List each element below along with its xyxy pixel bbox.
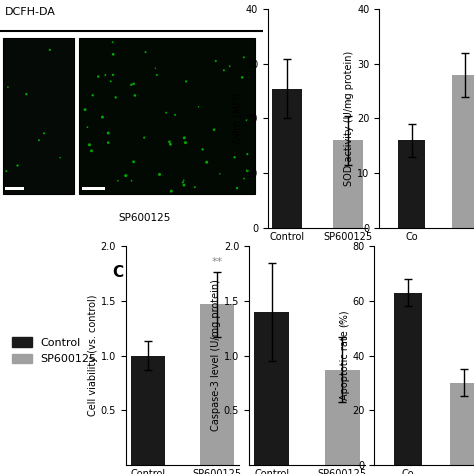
Point bbox=[94, 73, 102, 81]
Point bbox=[240, 54, 247, 61]
Point bbox=[99, 113, 106, 121]
Point bbox=[14, 162, 21, 169]
Point bbox=[240, 175, 248, 182]
Point bbox=[166, 138, 173, 146]
Text: *: * bbox=[339, 319, 345, 333]
Point bbox=[130, 158, 137, 165]
Bar bbox=[200, 304, 234, 465]
Point bbox=[243, 117, 250, 124]
Point bbox=[195, 103, 202, 110]
Y-axis label: Apoptotic rate (%): Apoptotic rate (%) bbox=[339, 310, 350, 401]
Point bbox=[114, 177, 122, 184]
Point bbox=[88, 147, 95, 155]
Y-axis label: Cell viability (vs. control): Cell viability (vs. control) bbox=[88, 295, 98, 416]
Point bbox=[89, 91, 97, 99]
Point bbox=[109, 51, 117, 58]
Point bbox=[226, 63, 234, 70]
Point bbox=[182, 78, 190, 85]
Bar bbox=[3, 38, 73, 194]
Point bbox=[163, 109, 170, 117]
Point bbox=[167, 187, 175, 195]
Bar bbox=[333, 140, 363, 228]
Y-axis label: SOD activity (U/mg protein): SOD activity (U/mg protein) bbox=[344, 51, 355, 186]
Point bbox=[128, 177, 135, 184]
Point bbox=[142, 48, 149, 56]
Point bbox=[128, 81, 135, 89]
Bar bbox=[82, 187, 105, 190]
Point bbox=[107, 78, 115, 85]
Point bbox=[244, 167, 251, 174]
Bar bbox=[273, 89, 302, 228]
Point bbox=[112, 94, 119, 101]
Bar bbox=[398, 140, 425, 228]
Y-axis label: ΔΨm (MFI): ΔΨm (MFI) bbox=[233, 93, 243, 144]
Point bbox=[216, 170, 224, 178]
Point bbox=[212, 57, 219, 65]
Text: **: ** bbox=[211, 257, 223, 267]
Point bbox=[101, 71, 109, 79]
Point bbox=[104, 129, 112, 137]
Point bbox=[199, 146, 206, 153]
Text: *: * bbox=[345, 96, 351, 109]
Bar bbox=[131, 356, 165, 465]
Point bbox=[153, 71, 161, 79]
Point bbox=[86, 141, 93, 148]
Y-axis label: Caspase-3 level (U/mg protein): Caspase-3 level (U/mg protein) bbox=[211, 280, 221, 431]
Point bbox=[231, 154, 238, 161]
Point bbox=[180, 182, 188, 189]
Point bbox=[83, 123, 91, 131]
Point bbox=[109, 38, 117, 46]
Point bbox=[179, 179, 187, 186]
Point bbox=[180, 176, 188, 184]
Point bbox=[220, 66, 228, 74]
Bar bbox=[394, 293, 422, 465]
Point bbox=[109, 71, 117, 79]
Bar bbox=[452, 75, 474, 228]
Point bbox=[4, 83, 12, 91]
Point bbox=[182, 139, 189, 146]
Point bbox=[191, 183, 199, 191]
Point bbox=[210, 126, 218, 134]
Point bbox=[140, 134, 148, 141]
Point bbox=[130, 80, 137, 88]
Point bbox=[40, 129, 48, 137]
Point bbox=[104, 139, 112, 146]
Point bbox=[156, 171, 164, 178]
Bar bbox=[254, 312, 289, 465]
Point bbox=[203, 158, 210, 166]
Point bbox=[167, 140, 174, 148]
Bar bbox=[450, 383, 474, 465]
Text: C: C bbox=[112, 265, 123, 281]
Legend: Control, SP600125: Control, SP600125 bbox=[11, 337, 97, 365]
Point bbox=[171, 111, 179, 118]
Point bbox=[2, 167, 10, 175]
Bar bbox=[325, 370, 360, 465]
Point bbox=[244, 150, 251, 158]
Point bbox=[131, 91, 138, 99]
Point bbox=[56, 154, 64, 162]
Bar bbox=[79, 38, 255, 194]
Point bbox=[81, 106, 89, 113]
Text: DCFH-DA: DCFH-DA bbox=[5, 7, 56, 17]
Point bbox=[122, 172, 129, 179]
Point bbox=[238, 73, 246, 81]
Point bbox=[181, 134, 188, 142]
Bar bbox=[5, 187, 24, 190]
Point bbox=[35, 137, 43, 144]
Text: SP600125: SP600125 bbox=[118, 213, 171, 223]
Point bbox=[46, 46, 54, 54]
Point bbox=[233, 184, 241, 192]
Point bbox=[23, 91, 30, 98]
Point bbox=[152, 64, 159, 72]
